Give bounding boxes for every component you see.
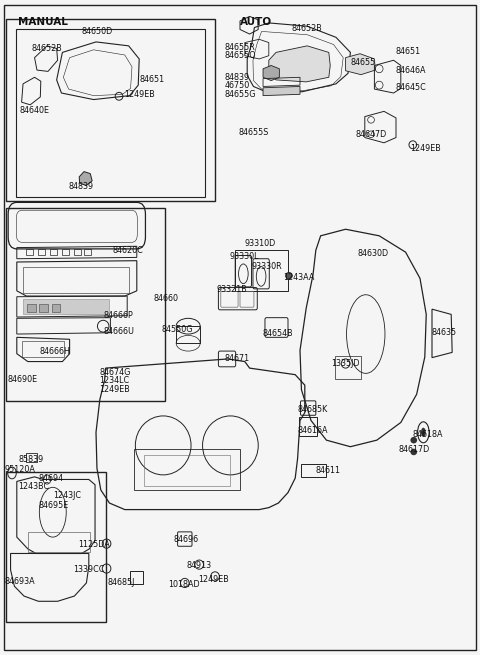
- Text: 84660: 84660: [154, 293, 179, 303]
- Text: 84674G: 84674G: [99, 367, 131, 377]
- Text: 84839: 84839: [225, 73, 250, 82]
- Bar: [23, 267, 129, 293]
- Polygon shape: [79, 172, 92, 185]
- Text: 1243AA: 1243AA: [283, 272, 314, 282]
- Text: 1249EB: 1249EB: [99, 384, 130, 394]
- Bar: [6, 208, 165, 401]
- Bar: [335, 356, 361, 379]
- Text: 84666U: 84666U: [103, 327, 134, 336]
- Bar: [74, 249, 81, 255]
- Bar: [301, 464, 326, 477]
- Bar: [23, 299, 109, 314]
- Text: 84913: 84913: [187, 561, 212, 571]
- Bar: [144, 455, 230, 486]
- Text: 84645C: 84645C: [396, 83, 427, 92]
- Bar: [6, 472, 106, 622]
- Text: 84671: 84671: [224, 354, 249, 363]
- Text: 1234LC: 1234LC: [99, 376, 130, 385]
- Polygon shape: [263, 66, 279, 81]
- Text: MANUAL: MANUAL: [18, 17, 68, 28]
- Bar: [176, 326, 200, 343]
- Bar: [26, 453, 37, 462]
- Text: 84655G: 84655G: [225, 90, 256, 99]
- Text: 93330R: 93330R: [251, 262, 282, 271]
- Bar: [28, 532, 90, 552]
- Text: 84655R: 84655R: [225, 43, 255, 52]
- Text: 84655S: 84655S: [238, 128, 268, 138]
- Text: 84666H: 84666H: [39, 347, 70, 356]
- Ellipse shape: [410, 437, 417, 443]
- Text: 1335JD: 1335JD: [331, 359, 360, 368]
- Bar: [22, 341, 64, 357]
- Text: AUTO: AUTO: [240, 17, 272, 28]
- Polygon shape: [269, 46, 330, 82]
- Text: 1339CC: 1339CC: [73, 565, 104, 574]
- Bar: [6, 19, 215, 201]
- Bar: [235, 250, 288, 291]
- Text: 93330L: 93330L: [229, 252, 259, 261]
- Text: 84651: 84651: [396, 47, 421, 56]
- Ellipse shape: [410, 449, 417, 455]
- Text: 84550G: 84550G: [162, 325, 193, 334]
- Ellipse shape: [421, 428, 426, 437]
- Text: 84654B: 84654B: [262, 329, 293, 338]
- Bar: [27, 304, 36, 312]
- Text: 84652B: 84652B: [31, 44, 62, 53]
- Bar: [130, 571, 143, 584]
- Text: 95120A: 95120A: [5, 465, 36, 474]
- Polygon shape: [263, 86, 300, 96]
- Text: 84666P: 84666P: [103, 310, 133, 320]
- Text: 84685J: 84685J: [108, 578, 135, 588]
- Text: 84685K: 84685K: [298, 405, 328, 414]
- Text: 84696: 84696: [174, 535, 199, 544]
- Text: 84650D: 84650D: [82, 27, 113, 36]
- Text: 84635: 84635: [432, 328, 457, 337]
- Polygon shape: [346, 54, 375, 75]
- Bar: [38, 249, 45, 255]
- Bar: [84, 249, 91, 255]
- Text: 84646A: 84646A: [396, 66, 427, 75]
- Text: 1243JC: 1243JC: [53, 491, 81, 500]
- Bar: [26, 249, 33, 255]
- Text: 84839: 84839: [68, 181, 93, 191]
- Text: 84695E: 84695E: [38, 501, 69, 510]
- Text: 1249EB: 1249EB: [410, 144, 441, 153]
- Bar: [39, 304, 48, 312]
- Text: 84616A: 84616A: [298, 426, 328, 435]
- Text: 84630D: 84630D: [358, 249, 389, 258]
- Text: 84611: 84611: [316, 466, 341, 475]
- Text: 1249EB: 1249EB: [198, 574, 229, 584]
- Text: 93310D: 93310D: [245, 239, 276, 248]
- Text: 84693A: 84693A: [5, 577, 36, 586]
- Bar: [134, 449, 240, 490]
- Text: 84655Q: 84655Q: [225, 50, 256, 60]
- Text: 1018AD: 1018AD: [168, 580, 200, 589]
- Text: 84640E: 84640E: [19, 105, 49, 115]
- Text: 93321B: 93321B: [217, 285, 248, 294]
- Text: 84690E: 84690E: [7, 375, 37, 384]
- Text: 84620C: 84620C: [113, 246, 144, 255]
- Text: 84651: 84651: [139, 75, 164, 84]
- Text: 84652B: 84652B: [292, 24, 323, 33]
- Text: 46750: 46750: [225, 81, 250, 90]
- Text: 84647D: 84647D: [355, 130, 386, 140]
- Text: 85839: 85839: [18, 455, 44, 464]
- Ellipse shape: [286, 272, 292, 279]
- Text: 1125DA: 1125DA: [78, 540, 110, 549]
- Bar: [52, 304, 60, 312]
- Bar: [50, 249, 57, 255]
- Text: 84655: 84655: [350, 58, 376, 67]
- Bar: [16, 29, 205, 196]
- Text: 84617D: 84617D: [398, 445, 430, 455]
- Text: 1243BC: 1243BC: [18, 481, 49, 491]
- Text: 84618A: 84618A: [413, 430, 444, 440]
- Bar: [299, 417, 317, 436]
- Bar: [62, 249, 69, 255]
- Text: 84694: 84694: [38, 474, 63, 483]
- Text: 1249EB: 1249EB: [124, 90, 155, 100]
